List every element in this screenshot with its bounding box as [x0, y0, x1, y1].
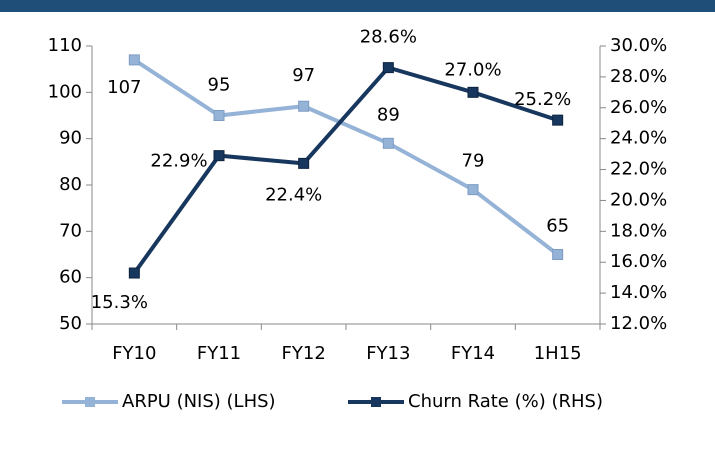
y-tick-label: 90 — [59, 128, 82, 149]
series-line — [133, 58, 559, 257]
x-tick-label: FY14 — [451, 343, 495, 364]
data-label: 28.6% — [360, 27, 417, 48]
y2-tick-label: 12.0% — [610, 313, 667, 334]
x-tick-label: FY12 — [282, 343, 326, 364]
header-band — [0, 0, 715, 12]
point — [552, 249, 564, 260]
y2-tick-label: 26.0% — [610, 97, 667, 118]
point — [128, 54, 140, 66]
x-tick-label: FY10 — [112, 343, 156, 364]
point — [382, 62, 394, 74]
data-label: 65 — [546, 216, 569, 237]
y-tick-label: 100 — [48, 81, 82, 102]
y2-tick-label: 24.0% — [610, 128, 667, 149]
y2-tick-label: 28.0% — [610, 66, 667, 87]
y2-tick-label: 20.0% — [610, 189, 667, 210]
legend-marker — [85, 397, 95, 407]
x-tick-label: FY11 — [197, 343, 241, 364]
point — [467, 86, 479, 98]
x-tick-label: FY13 — [366, 343, 410, 364]
y-tick-label: 60 — [59, 267, 82, 288]
legend-label: Churn Rate (%) (RHS) — [408, 391, 603, 412]
y2-tick-label: 22.0% — [610, 159, 667, 180]
y2-tick-label: 30.0% — [610, 35, 667, 56]
point — [128, 267, 140, 279]
y-tick-label: 70 — [59, 220, 82, 241]
point — [467, 184, 479, 196]
data-label: 22.9% — [150, 151, 207, 172]
data-label: 107 — [107, 77, 141, 98]
data-label: 15.3% — [91, 292, 148, 313]
data-label: 79 — [462, 151, 485, 172]
y-tick-label: 80 — [59, 174, 82, 195]
point — [382, 137, 394, 149]
point — [213, 150, 225, 162]
y-tick-label: 110 — [48, 35, 82, 56]
y2-tick-label: 18.0% — [610, 220, 667, 241]
point — [298, 157, 310, 169]
legend-marker — [371, 397, 381, 407]
legend-label: ARPU (NIS) (LHS) — [122, 391, 276, 412]
series-line — [132, 65, 559, 275]
y2-tick-label: 14.0% — [610, 282, 667, 303]
y2-tick-label: 16.0% — [610, 251, 667, 272]
data-label: 25.2% — [514, 89, 571, 110]
point — [213, 110, 225, 121]
data-label: 95 — [208, 75, 231, 96]
data-label: 22.4% — [265, 184, 322, 205]
x-tick-label: 1H15 — [534, 343, 582, 364]
point — [298, 100, 310, 112]
point — [552, 114, 564, 126]
data-label: 97 — [292, 65, 315, 86]
data-label: 89 — [377, 104, 400, 125]
y-tick-label: 50 — [59, 313, 82, 334]
data-label: 27.0% — [444, 59, 501, 80]
